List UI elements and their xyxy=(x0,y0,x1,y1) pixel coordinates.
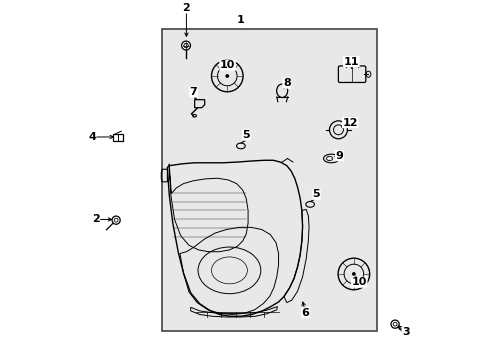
Text: 2: 2 xyxy=(182,3,190,13)
Circle shape xyxy=(392,322,396,326)
Text: 10: 10 xyxy=(220,60,235,70)
Text: 5: 5 xyxy=(242,130,249,140)
FancyBboxPatch shape xyxy=(162,30,376,330)
Text: 3: 3 xyxy=(401,327,409,337)
Text: 9: 9 xyxy=(335,150,343,161)
Text: 11: 11 xyxy=(343,57,358,67)
Text: 10: 10 xyxy=(351,277,366,287)
Text: 5: 5 xyxy=(312,189,319,199)
Text: 1: 1 xyxy=(237,15,244,26)
Text: 2: 2 xyxy=(92,215,100,224)
Circle shape xyxy=(225,74,229,78)
Circle shape xyxy=(351,272,355,276)
Circle shape xyxy=(181,41,190,50)
Text: 12: 12 xyxy=(342,118,357,128)
Circle shape xyxy=(390,320,398,328)
Text: 6: 6 xyxy=(301,308,309,318)
Bar xyxy=(113,134,123,141)
Circle shape xyxy=(112,216,120,224)
Circle shape xyxy=(114,218,118,222)
Text: 8: 8 xyxy=(283,78,290,88)
Text: 4: 4 xyxy=(88,132,96,142)
Circle shape xyxy=(183,43,188,48)
Text: 7: 7 xyxy=(189,87,197,97)
